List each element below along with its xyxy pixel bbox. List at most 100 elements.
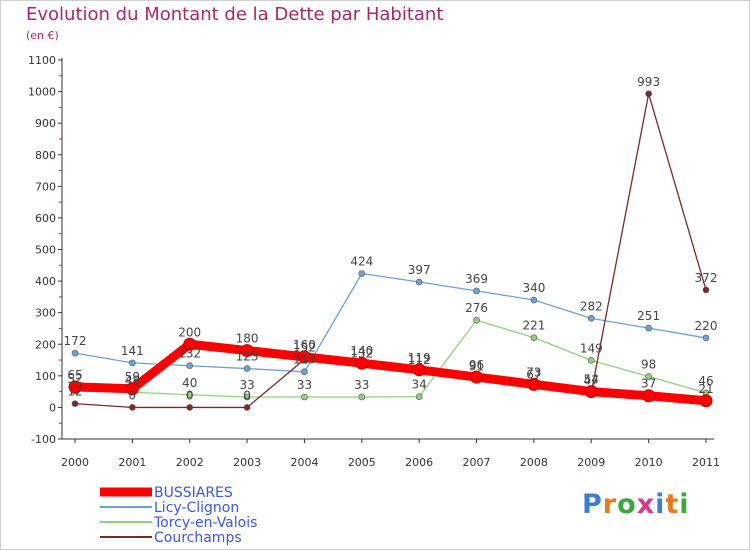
series-licy-clignon [71,270,710,376]
x-tick-label: 2009 [577,456,605,469]
legend-label: BUSSIARES [154,485,233,501]
data-label: 251 [637,309,660,323]
data-label: 132 [350,347,373,361]
data-point [584,385,598,399]
data-label: 149 [580,341,603,355]
series-line [70,339,711,406]
data-label: 54 [584,373,599,387]
data-label: 397 [408,263,431,277]
logo-letter: t [665,489,680,520]
data-label: 282 [580,299,603,313]
data-label: 33 [354,378,369,392]
legend: BUSSIARESLicy-ClignonTorcy-en-ValoisCour… [100,485,257,546]
data-label: 0 [186,388,194,402]
data-point [415,393,423,400]
y-tick-label: 100 [35,370,56,383]
x-tick-label: 2006 [405,456,433,469]
data-label: 220 [695,319,718,333]
logo-letter: i [655,489,666,520]
data-label: 119 [408,351,431,365]
data-point [645,90,652,98]
x-tick-label: 2010 [635,456,663,469]
data-point [530,296,538,304]
data-point [702,334,710,342]
data-label: 33 [297,378,312,392]
data-label: 200 [178,325,201,339]
data-label: 160 [293,338,316,352]
data-point [412,363,426,377]
logo-letter: P [582,489,603,520]
data-label: 112 [408,353,431,367]
data-point [355,356,369,370]
data-label: 40 [182,376,197,390]
x-tick-label: 2005 [348,456,376,469]
y-tick-label: 800 [35,149,56,162]
data-label: 372 [695,271,718,285]
x-tick-label: 2004 [290,456,318,469]
data-label: 0 [243,388,251,402]
data-label: 152 [293,340,316,354]
series-line [74,272,707,373]
data-label: 141 [121,344,144,358]
data-point [186,362,194,370]
data-point [186,404,194,411]
x-tick-label: 2008 [520,456,548,469]
data-label: 113 [293,353,316,367]
y-tick-label: -100 [31,433,56,446]
data-point [68,380,82,394]
y-tick-label: 0 [49,401,56,414]
y-tick-label: 1100 [28,54,56,67]
chart-title: Evolution du Montant de la Dette par Hab… [26,4,444,25]
x-tick-label: 2003 [233,456,261,469]
data-label: 46 [698,374,713,388]
data-point [243,404,251,411]
data-label: 33 [239,378,254,392]
y-tick-label: 1000 [28,86,56,99]
data-point [699,394,713,408]
data-point [243,393,251,401]
data-point [645,324,652,332]
data-point [587,315,595,322]
y-tick-label: 500 [35,244,56,257]
data-point [358,393,366,401]
series-torcy-en-valois [71,316,710,401]
proxiti-logo: Proxiti [582,489,690,520]
data-label: 48 [125,373,140,387]
legend-label: Courchamps [154,530,242,546]
data-label: 96 [469,358,484,372]
data-point [301,368,308,376]
data-point [470,370,484,384]
y-tick-label: 700 [35,180,56,193]
data-point [186,391,194,399]
data-point [240,344,254,358]
series-line [74,319,707,398]
data-label: 12 [67,385,82,399]
data-label: 37 [641,377,656,391]
data-label: 123 [236,350,259,364]
data-point [297,350,311,364]
data-label: 172 [64,334,87,348]
logo-letter: r [602,489,618,520]
data-label: 47 [584,374,599,388]
data-label: 91 [469,360,484,374]
data-point [183,337,197,351]
data-label: 369 [465,272,488,286]
series-bussiares [68,337,713,408]
chart-unit-label: (en €) [26,29,59,42]
logo-letter: o [617,489,637,520]
data-label: 140 [350,344,373,358]
data-label: 0 [129,388,137,402]
data-point [243,365,251,372]
data-point [129,404,136,411]
data-label: 21 [698,382,713,396]
y-tick-label: 300 [35,307,56,320]
data-point [358,270,366,277]
data-label: 221 [522,319,545,333]
data-label: 98 [641,357,656,371]
x-tick-label: 2001 [118,456,146,469]
logo-letter: i [679,489,690,520]
data-label: 132 [178,347,201,361]
data-point [71,400,79,407]
data-point [527,377,541,391]
